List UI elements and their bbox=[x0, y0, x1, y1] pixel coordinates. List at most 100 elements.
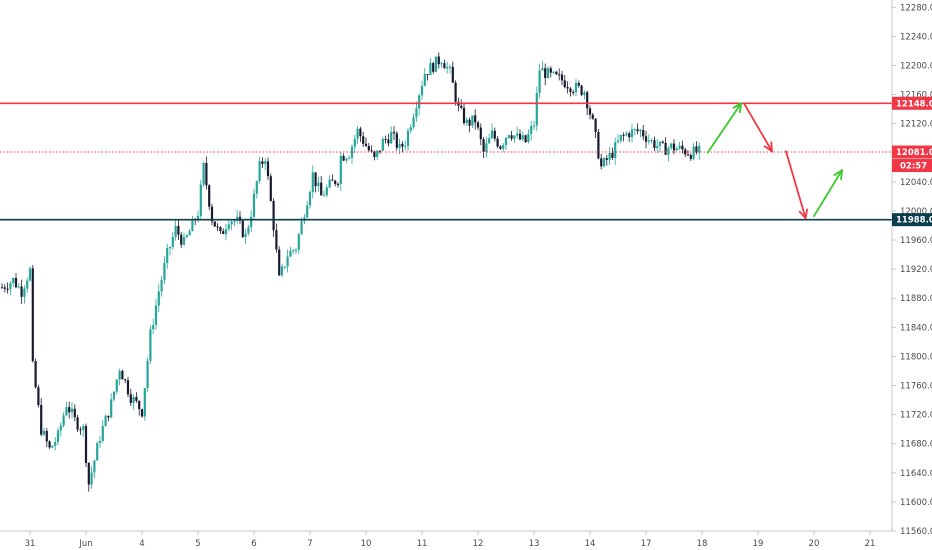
candle bbox=[121, 369, 124, 380]
candle bbox=[289, 246, 292, 257]
candle bbox=[210, 203, 214, 226]
candle bbox=[558, 68, 561, 81]
candle bbox=[76, 414, 79, 433]
candle bbox=[135, 392, 138, 403]
candle bbox=[518, 129, 522, 141]
price-axis[interactable]: 12280.012240.012200.012160.012120.012080… bbox=[892, 3, 932, 537]
candle bbox=[51, 445, 54, 448]
candle bbox=[227, 220, 230, 232]
candle bbox=[306, 200, 309, 219]
candle bbox=[563, 75, 566, 89]
projection-arrow[interactable] bbox=[706, 102, 743, 154]
candle bbox=[79, 426, 82, 435]
candle bbox=[112, 391, 116, 402]
level-price-badge-label: 11988.0 bbox=[896, 216, 932, 226]
candle bbox=[286, 249, 289, 273]
candle bbox=[390, 126, 393, 144]
candle bbox=[42, 427, 46, 437]
candle bbox=[325, 184, 328, 198]
candles-layer bbox=[0, 52, 701, 492]
candle bbox=[65, 401, 68, 417]
candle bbox=[196, 210, 200, 223]
candle bbox=[672, 139, 676, 155]
candle bbox=[698, 142, 701, 160]
candle bbox=[675, 146, 678, 151]
candle bbox=[216, 223, 219, 232]
candle bbox=[359, 126, 362, 142]
candle bbox=[28, 266, 32, 282]
candle bbox=[93, 459, 96, 479]
candle bbox=[317, 176, 320, 192]
candle bbox=[588, 105, 592, 120]
candle bbox=[213, 221, 216, 227]
candle bbox=[297, 232, 300, 255]
candle bbox=[499, 145, 502, 150]
candle bbox=[381, 136, 384, 151]
candle bbox=[140, 408, 144, 418]
candle bbox=[17, 282, 20, 289]
x-tick-label: 18 bbox=[697, 539, 708, 549]
candle bbox=[34, 358, 37, 389]
candle bbox=[314, 172, 317, 193]
candle bbox=[373, 150, 376, 161]
candle bbox=[614, 137, 617, 166]
candle bbox=[247, 224, 250, 236]
candle bbox=[658, 141, 662, 152]
candle bbox=[84, 423, 88, 468]
candle bbox=[639, 128, 642, 138]
candle bbox=[395, 131, 398, 151]
level-price-badge: 11988.0 bbox=[892, 213, 932, 227]
projection-arrow[interactable] bbox=[743, 102, 773, 153]
candle bbox=[68, 401, 71, 419]
y-tick-label: 11640.0 bbox=[900, 469, 932, 479]
candle bbox=[258, 156, 261, 184]
x-tick-label: 6 bbox=[251, 539, 256, 549]
candle bbox=[591, 113, 594, 120]
candle bbox=[616, 133, 620, 144]
candle bbox=[412, 113, 415, 129]
candle bbox=[264, 158, 267, 171]
candle bbox=[73, 404, 76, 422]
candle bbox=[468, 117, 471, 133]
candle bbox=[163, 256, 166, 284]
candle bbox=[689, 153, 692, 161]
candle bbox=[283, 266, 286, 270]
candle bbox=[465, 117, 468, 126]
candle bbox=[345, 157, 348, 163]
candle bbox=[331, 174, 334, 181]
time-axis[interactable]: 31 Jun 4 5 6 7 10 11 12 13 14 17 18 19 20 21 bbox=[25, 531, 876, 549]
candle bbox=[168, 246, 172, 256]
candle bbox=[544, 63, 547, 86]
candle bbox=[401, 141, 404, 153]
candle bbox=[474, 109, 477, 130]
candle bbox=[681, 140, 684, 154]
candle bbox=[348, 155, 351, 160]
candle bbox=[530, 120, 533, 141]
y-tick-label: 12200.0 bbox=[900, 61, 932, 71]
candle bbox=[384, 135, 387, 144]
x-tick-label: 19 bbox=[753, 539, 764, 549]
projection-arrow[interactable] bbox=[813, 169, 843, 217]
candle bbox=[454, 80, 457, 106]
candle bbox=[199, 180, 202, 219]
candle bbox=[154, 298, 158, 330]
candle bbox=[129, 388, 132, 407]
candle bbox=[650, 138, 653, 144]
candle bbox=[70, 401, 74, 419]
candle bbox=[174, 220, 177, 241]
candle bbox=[146, 358, 149, 393]
candle bbox=[642, 124, 645, 141]
candle bbox=[493, 127, 496, 142]
candle bbox=[98, 435, 102, 449]
candle bbox=[342, 153, 345, 162]
projection-arrow[interactable] bbox=[785, 150, 808, 220]
candle bbox=[244, 229, 247, 244]
x-tick-label: 4 bbox=[139, 539, 144, 549]
candle bbox=[605, 155, 608, 166]
x-tick-label: 21 bbox=[865, 539, 876, 549]
candle bbox=[594, 118, 597, 139]
y-tick-label: 11960.0 bbox=[900, 236, 932, 246]
candle bbox=[20, 279, 23, 304]
